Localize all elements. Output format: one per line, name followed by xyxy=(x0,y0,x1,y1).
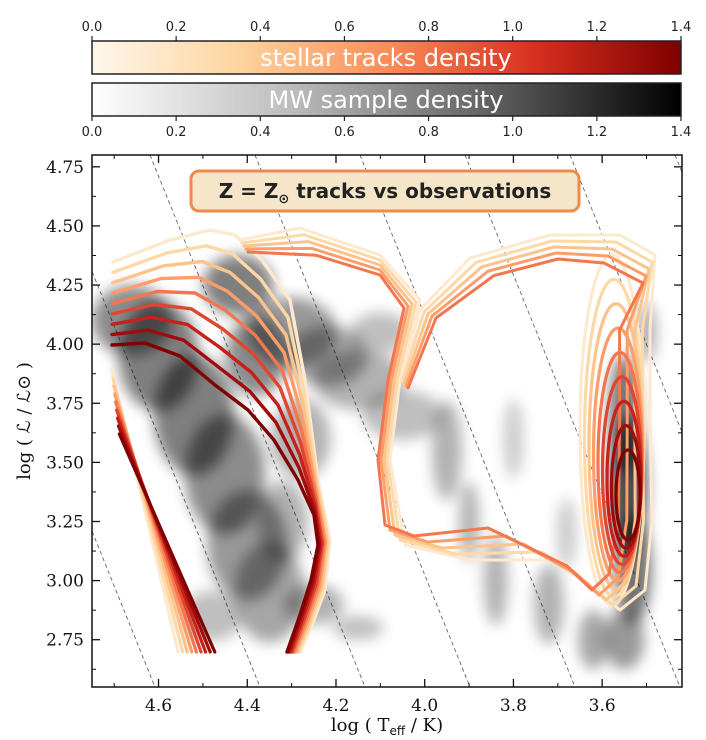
colorbar-tracks-label: stellar tracks density xyxy=(260,44,511,72)
colorbar-tick-label: 0.4 xyxy=(250,20,271,35)
mw-density-blob xyxy=(533,564,564,645)
colorbar-tick-label: 0.6 xyxy=(334,125,355,140)
contour-ms-edge xyxy=(117,432,217,654)
annotation-box xyxy=(189,169,581,213)
contour-loop xyxy=(238,226,657,612)
colorbar-tick-label: 0.6 xyxy=(334,20,355,35)
colorbar-tick-label: 0.8 xyxy=(418,20,439,35)
mw-density-blob xyxy=(431,400,462,501)
mw-density-blob xyxy=(604,609,645,670)
colorbar-tick-label: 0.0 xyxy=(82,125,103,140)
x-tick-label: 4.6 xyxy=(145,696,172,716)
colorbar-tracks-ticks: 0.0 0.2 0.4 0.6 0.8 1.0 1.2 1.4 xyxy=(82,20,692,41)
y-tick-label: 4.75 xyxy=(46,158,84,178)
contour-ms-curve xyxy=(110,341,320,654)
contour-ms-curve xyxy=(110,302,325,654)
mw-density-blob xyxy=(578,609,609,670)
colorbar-tracks-bar xyxy=(91,40,682,75)
x-axis-ticks: 4.6 4.4 4.2 4.0 3.8 3.6 xyxy=(113,155,648,716)
contour-giant-clump xyxy=(614,448,642,542)
contour-ms-curve xyxy=(110,289,326,654)
mw-density-blob xyxy=(556,498,577,569)
mw-density-blob xyxy=(503,398,524,479)
colorbar-mw-ticks: 0.0 0.2 0.4 0.6 0.8 1.0 1.2 1.4 xyxy=(82,116,692,140)
y-tick-label: 4.00 xyxy=(46,335,84,355)
colorbar-tick-label: 1.0 xyxy=(502,125,523,140)
colorbar-tick-label: 1.2 xyxy=(587,20,608,35)
colorbar-tick-label: 1.4 xyxy=(671,125,692,140)
contour-loop xyxy=(244,246,648,597)
annotation-text: Z = Z⊙ tracks vs observations xyxy=(219,179,552,207)
y-axis-label: log ( ℒ / ℒ⊙ ) xyxy=(14,362,35,480)
colorbar-tick-label: 0.2 xyxy=(166,125,187,140)
track-density-contours xyxy=(110,226,657,654)
colorbar-tick-label: 1.0 xyxy=(502,20,523,35)
colorbar-stellar-tracks: 0.0 0.2 0.4 0.6 0.8 1.0 1.2 1.4 stellar tracks … xyxy=(82,20,692,75)
x-tick-label: 3.6 xyxy=(589,696,616,716)
colorbar-mw-sample: MW sample density 0.0 0.2 0.4 0.6 0.8 1.0 1.2 1… xyxy=(82,82,692,140)
colorbar-tick-label: 0.0 xyxy=(82,20,103,35)
plot-frame xyxy=(91,154,683,688)
plot-area: 4.6 4.4 4.2 4.0 3.8 3.6 2.75 3.00 3.25 3.50 3.75 4… xyxy=(14,154,683,738)
x-tick-label: 4.2 xyxy=(322,696,349,716)
contour-ms-curve xyxy=(110,328,322,654)
mw-density-blob xyxy=(459,481,480,562)
title-annotation: Z = Z⊙ tracks vs observations xyxy=(189,169,581,213)
y-tick-label: 3.00 xyxy=(46,572,84,592)
contour-ms-curve xyxy=(110,275,328,654)
iso-radius-line xyxy=(92,529,156,687)
y-tick-label: 4.50 xyxy=(46,217,84,237)
y-tick-label: 3.75 xyxy=(46,394,84,414)
y-tick-label: 4.25 xyxy=(46,276,84,296)
mw-density-blob xyxy=(483,535,508,626)
x-tick-label: 3.8 xyxy=(500,696,527,716)
y-tick-label: 3.25 xyxy=(46,512,84,532)
y-tick-label: 3.50 xyxy=(46,453,84,473)
colorbar-tick-label: 0.2 xyxy=(166,20,187,35)
mw-density-blob xyxy=(257,481,308,562)
colorbar-mw-bar xyxy=(91,82,682,117)
y-axis-ticks: 2.75 3.00 3.25 3.50 3.75 4.00 4.25 4.50 4.75 xyxy=(46,158,682,670)
x-tick-label: 4.4 xyxy=(234,696,261,716)
colorbar-tick-label: 1.4 xyxy=(671,20,692,35)
colorbar-tick-label: 1.2 xyxy=(587,125,608,140)
x-tick-label: 4.0 xyxy=(411,696,438,716)
contour-loop xyxy=(240,233,654,607)
mw-density-blob xyxy=(234,542,305,643)
iso-radius-line xyxy=(254,155,471,687)
colorbar-mw-label: MW sample density xyxy=(269,86,504,114)
contour-ms-curve xyxy=(111,259,329,654)
contour-ms-curve xyxy=(110,315,323,654)
contour-loop xyxy=(246,250,645,592)
contour-ms-curve xyxy=(111,244,331,654)
colorbar-tick-label: 0.4 xyxy=(250,125,271,140)
mw-density-blob xyxy=(333,615,384,640)
colorbar-tick-label: 0.8 xyxy=(418,125,439,140)
y-tick-label: 2.75 xyxy=(46,631,84,651)
contour-ms-curve xyxy=(111,228,332,654)
x-axis-label: log ( Teff / K) xyxy=(331,715,443,738)
mw-density-blob xyxy=(362,390,443,441)
contour-loop xyxy=(242,240,651,602)
